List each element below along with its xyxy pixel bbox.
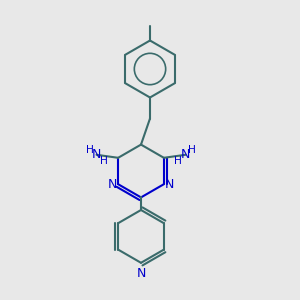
Text: H: H <box>188 145 196 155</box>
Text: N: N <box>108 178 117 191</box>
Text: N: N <box>92 148 101 161</box>
Text: N: N <box>165 178 174 191</box>
Text: H: H <box>174 156 182 166</box>
Text: H: H <box>100 156 108 166</box>
Text: H: H <box>86 145 94 155</box>
Text: N: N <box>136 267 146 280</box>
Text: N: N <box>181 148 190 161</box>
